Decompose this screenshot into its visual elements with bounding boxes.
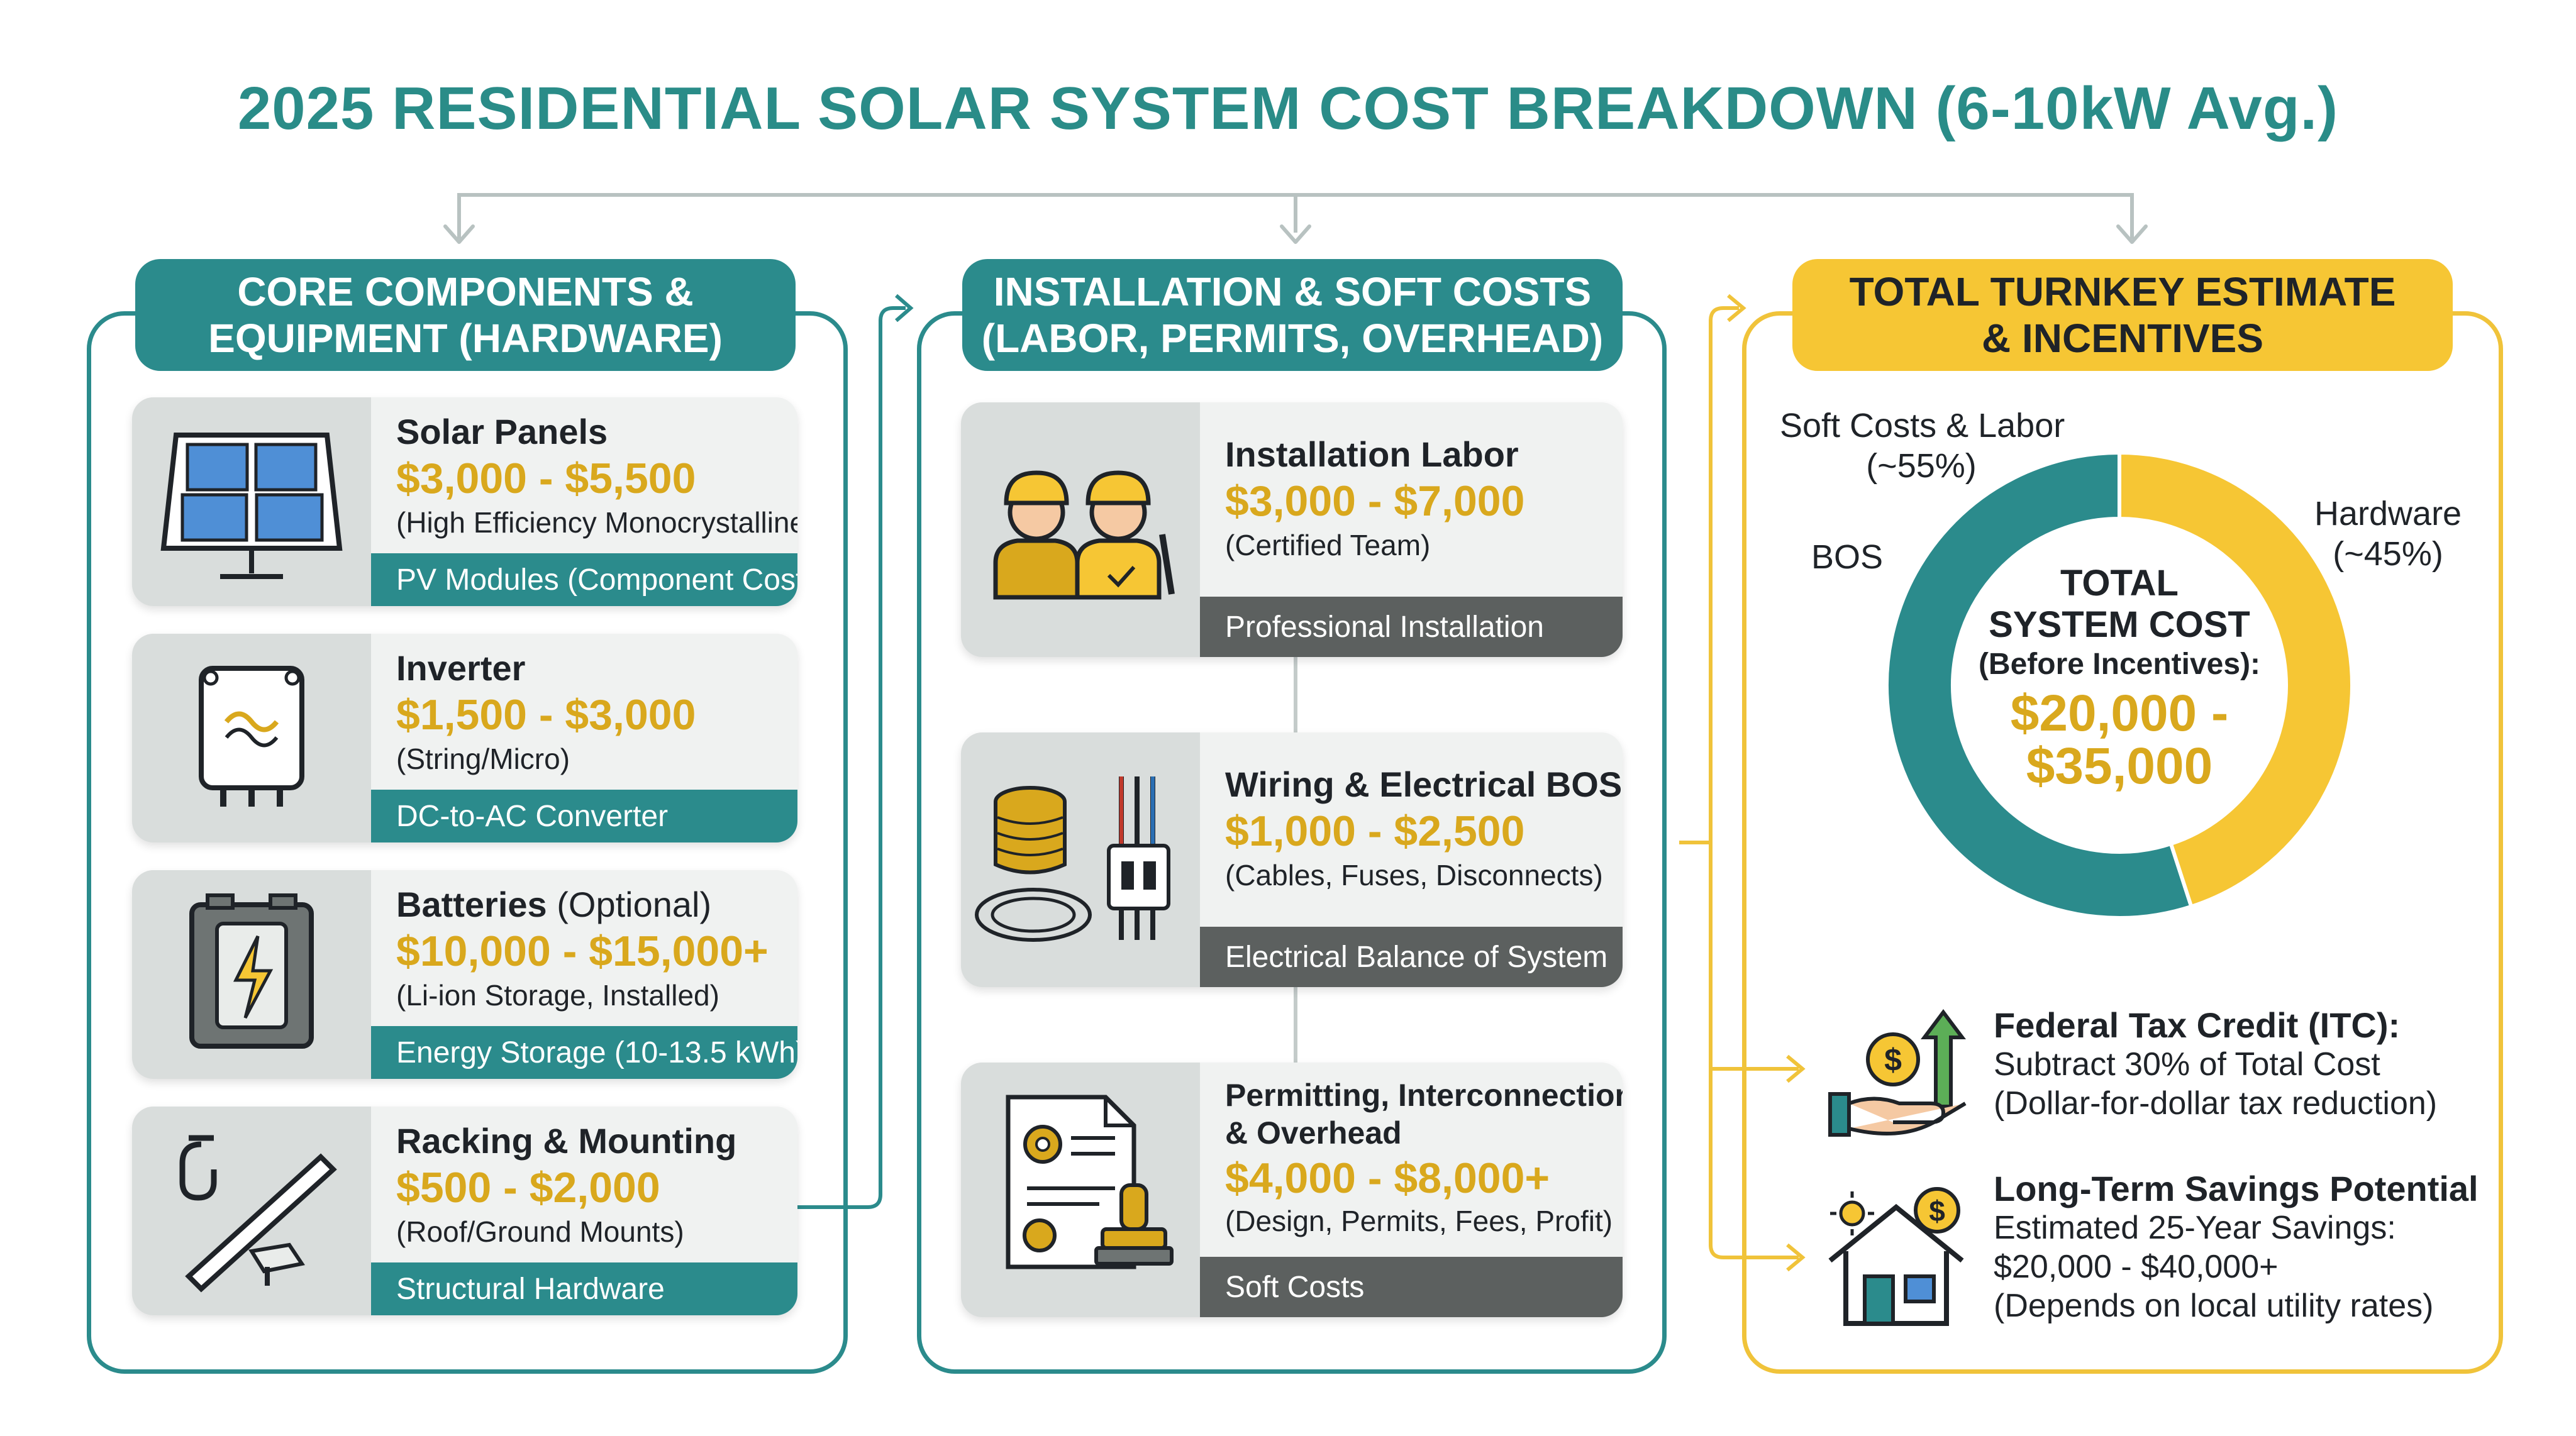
card-racking: Racking & Mounting $500 - $2,000 (Roof/G… [132, 1107, 797, 1315]
card-description: (Design, Permits, Fees, Profit) [1225, 1205, 1613, 1237]
card-description: (High Efficiency Monocrystalline) [396, 506, 797, 539]
card-description: (Certified Team) [1225, 529, 1431, 561]
savings-line3: (Depends on local utility rates) [1994, 1288, 2434, 1324]
card-price: $1,500 - $3,000 [396, 691, 696, 739]
donut-center-text: TOTAL SYSTEM COST (Before Incentives): $… [1962, 563, 2277, 793]
donut-slice-soft-costs-labor [1885, 450, 2194, 920]
total-banner: TOTAL TURNKEY ESTIMATE & INCENTIVES [1792, 259, 2453, 371]
card-footer: Electrical Balance of System [1200, 927, 1623, 987]
card-description: (Cables, Fuses, Disconnects) [1225, 859, 1603, 892]
card-wiring: Wiring & Electrical BOS $1,000 - $2,500 … [961, 732, 1623, 987]
card-solar-panels: Solar Panels $3,000 - $5,500 (High Effic… [132, 397, 797, 606]
card-price: $3,000 - $5,500 [396, 455, 696, 502]
card-title: Installation Labor [1225, 434, 1519, 474]
card-title-line1: Permitting, Interconnection [1225, 1078, 1623, 1113]
donut-label-soft-costs: Soft Costs & Labor (~55%) [1780, 406, 2065, 486]
label-soft-line1: Soft Costs & Labor [1780, 407, 2065, 445]
svg-text:$: $ [1929, 1195, 1945, 1227]
card-installation-labor: Installation Labor $3,000 - $7,000 (Cert… [961, 402, 1623, 657]
donut-slice-hardware [2118, 450, 2354, 909]
savings-block: Long-Term Savings Potential Estimated 25… [1994, 1169, 2479, 1325]
card-title-main: Batteries [396, 885, 547, 924]
inverter-icon [132, 634, 371, 842]
racking-icon [132, 1107, 371, 1315]
card-price: $3,000 - $7,000 [1225, 477, 1525, 525]
card-price: $10,000 - $15,000+ [396, 927, 769, 975]
svg-text:$: $ [1884, 1042, 1902, 1078]
savings-heading: Long-Term Savings Potential [1994, 1169, 2479, 1208]
house-savings-icon: $ [1828, 1187, 1964, 1326]
card-title: Racking & Mounting [396, 1121, 737, 1161]
card-permitting: Permitting, Interconnection & Overhead $… [961, 1063, 1623, 1317]
card-price: $1,000 - $2,500 [1225, 807, 1525, 855]
card-title: Permitting, Interconnection & Overhead [1225, 1076, 1623, 1152]
card-title: Inverter [396, 648, 526, 688]
card-price: $500 - $2,000 [396, 1164, 660, 1212]
center-price-line1: $20,000 - [2010, 685, 2229, 742]
hardware-banner: CORE COMPONENTS & EQUIPMENT (HARDWARE) [135, 259, 796, 371]
hardware-banner-line2: EQUIPMENT (HARDWARE) [208, 316, 723, 361]
battery-icon [132, 870, 371, 1079]
label-hw-line2: (~45%) [2333, 535, 2443, 573]
card-footer: Structural Hardware [371, 1262, 797, 1315]
center-line1: TOTAL [2060, 563, 2179, 604]
soft-banner-line1: INSTALLATION & SOFT COSTS [993, 269, 1592, 314]
permit-document-icon [961, 1063, 1200, 1317]
page-title: 2025 RESIDENTIAL SOLAR SYSTEM COST BREAK… [237, 75, 2339, 142]
center-price-line2: $35,000 [2026, 737, 2213, 795]
hand-coin-icon: $ [1828, 1009, 1967, 1137]
card-title-optional: (Optional) [547, 885, 712, 924]
donut-label-hardware: Hardware (~45%) [2314, 494, 2462, 574]
itc-line2: (Dollar-for-dollar tax reduction) [1994, 1085, 2438, 1122]
card-footer: Professional Installation [1200, 597, 1623, 657]
card-inverter: Inverter $1,500 - $3,000 (String/Micro) … [132, 634, 797, 842]
card-title-line2: & Overhead [1225, 1115, 1402, 1151]
card-price: $4,000 - $8,000+ [1225, 1154, 1550, 1202]
itc-heading: Federal Tax Credit (ITC): [1994, 1005, 2401, 1045]
solar-panel-icon [132, 397, 371, 606]
card-description: (Li-ion Storage, Installed) [396, 979, 719, 1012]
soft-costs-banner: INSTALLATION & SOFT COSTS (LABOR, PERMIT… [962, 259, 1623, 371]
savings-line1: Estimated 25-Year Savings: [1994, 1210, 2396, 1246]
cost-donut-chart [1885, 450, 2354, 920]
workers-icon [961, 402, 1200, 657]
total-banner-line2: & INCENTIVES [1981, 316, 2264, 361]
total-banner-line1: TOTAL TURNKEY ESTIMATE [1849, 269, 2396, 314]
center-line2: SYSTEM COST [1989, 604, 2250, 645]
card-footer: Soft Costs [1200, 1257, 1623, 1317]
donut-label-bos: BOS [1811, 538, 1884, 576]
label-hw-line1: Hardware [2314, 495, 2462, 533]
card-footer: Energy Storage (10-13.5 kWh) [371, 1026, 797, 1079]
card-title: Batteries (Optional) [396, 884, 711, 925]
card-description: (Roof/Ground Mounts) [396, 1215, 684, 1248]
itc-line1: Subtract 30% of Total Cost [1994, 1046, 2380, 1083]
card-title: Solar Panels [396, 412, 608, 451]
card-title: Wiring & Electrical BOS [1225, 765, 1623, 804]
card-footer: PV Modules (Component Cost) [371, 553, 797, 606]
wiring-icon [961, 732, 1200, 987]
center-line3: (Before Incentives): [1978, 648, 2261, 681]
card-footer: DC-to-AC Converter [371, 790, 797, 842]
label-soft-line2: (~55%) [1866, 447, 1977, 485]
card-description: (String/Micro) [396, 743, 570, 775]
soft-banner-line2: (LABOR, PERMITS, OVERHEAD) [981, 316, 1604, 361]
savings-line2: $20,000 - $40,000+ [1994, 1249, 2279, 1285]
hardware-banner-line1: CORE COMPONENTS & [237, 269, 694, 314]
card-batteries: Batteries (Optional) $10,000 - $15,000+ … [132, 870, 797, 1079]
itc-block: Federal Tax Credit (ITC): Subtract 30% o… [1994, 1006, 2437, 1123]
